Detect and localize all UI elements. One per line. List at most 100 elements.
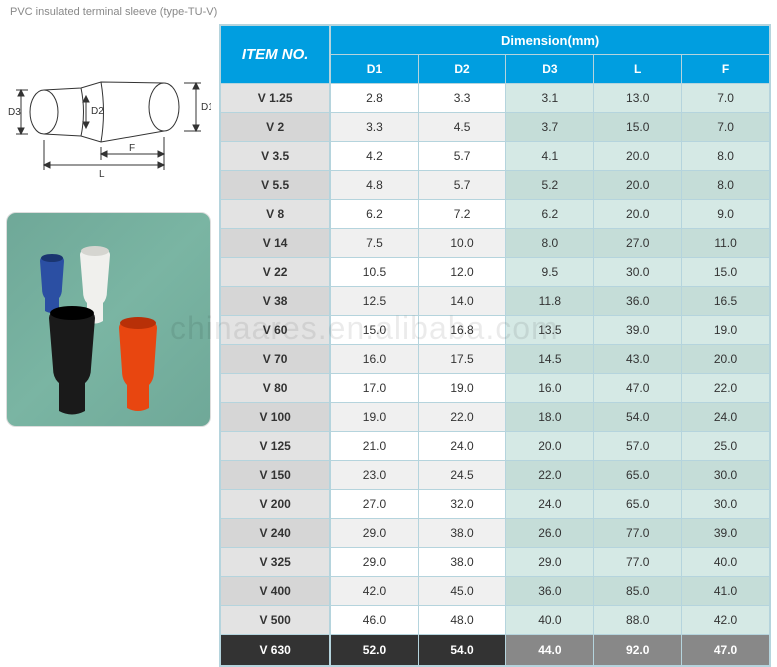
- table-row: V 20027.032.024.065.030.0: [221, 490, 770, 519]
- cell-item: V 3.5: [221, 142, 331, 171]
- cell-d3: 20.0: [506, 432, 594, 461]
- cell-d1: 3.3: [330, 113, 418, 142]
- cell-d3: 6.2: [506, 200, 594, 229]
- cell-item: V 60: [221, 316, 331, 345]
- cell-d2: 19.0: [418, 374, 506, 403]
- cell-l: 27.0: [594, 229, 682, 258]
- table-row: V 1.252.83.33.113.07.0: [221, 84, 770, 113]
- cell-item: V 500: [221, 606, 331, 635]
- cell-l: 85.0: [594, 577, 682, 606]
- cell-l: 77.0: [594, 548, 682, 577]
- cell-d1: 17.0: [330, 374, 418, 403]
- cell-d3: 22.0: [506, 461, 594, 490]
- table-row: V 2210.512.09.530.015.0: [221, 258, 770, 287]
- cell-f: 24.0: [682, 403, 770, 432]
- diagram-label-d3: D3: [8, 107, 21, 118]
- cell-d3: 26.0: [506, 519, 594, 548]
- cell-item: V 400: [221, 577, 331, 606]
- cell-l: 57.0: [594, 432, 682, 461]
- cell-l: 47.0: [594, 374, 682, 403]
- header-l: L: [594, 55, 682, 84]
- cell-d1: 15.0: [330, 316, 418, 345]
- cell-d1: 4.2: [330, 142, 418, 171]
- dimension-table: ITEM NO. Dimension(mm) D1 D2 D3 L F V 1.…: [219, 24, 771, 667]
- diagram-label-d2: D2: [91, 106, 104, 117]
- cell-d2: 54.0: [418, 635, 506, 666]
- cell-d3: 44.0: [506, 635, 594, 666]
- left-column: D1 D2 D3 L F: [6, 24, 211, 667]
- cell-f: 41.0: [682, 577, 770, 606]
- content-row: D1 D2 D3 L F: [0, 24, 777, 667]
- cell-l: 43.0: [594, 345, 682, 374]
- cell-d2: 16.8: [418, 316, 506, 345]
- cell-item: V 70: [221, 345, 331, 374]
- cell-d3: 24.0: [506, 490, 594, 519]
- cell-f: 30.0: [682, 461, 770, 490]
- sleeve-blue: [40, 254, 64, 313]
- cell-item: V 2: [221, 113, 331, 142]
- table-row: V 12521.024.020.057.025.0: [221, 432, 770, 461]
- cell-f: 25.0: [682, 432, 770, 461]
- cell-d2: 38.0: [418, 519, 506, 548]
- cell-item: V 1.25: [221, 84, 331, 113]
- table-row: V 86.27.26.220.09.0: [221, 200, 770, 229]
- cell-d3: 13.5: [506, 316, 594, 345]
- table-row: V 10019.022.018.054.024.0: [221, 403, 770, 432]
- cell-l: 88.0: [594, 606, 682, 635]
- cell-d3: 36.0: [506, 577, 594, 606]
- cell-f: 7.0: [682, 84, 770, 113]
- cell-d1: 19.0: [330, 403, 418, 432]
- cell-d1: 7.5: [330, 229, 418, 258]
- cell-l: 36.0: [594, 287, 682, 316]
- cell-d2: 14.0: [418, 287, 506, 316]
- cell-d3: 9.5: [506, 258, 594, 287]
- cell-d1: 12.5: [330, 287, 418, 316]
- cell-d2: 3.3: [418, 84, 506, 113]
- cell-d1: 2.8: [330, 84, 418, 113]
- table-row: V 5.54.85.75.220.08.0: [221, 171, 770, 200]
- sleeve-black: [49, 306, 95, 415]
- cell-l: 54.0: [594, 403, 682, 432]
- cell-item: V 630: [221, 635, 331, 666]
- header-f: F: [682, 55, 770, 84]
- header-d2: D2: [418, 55, 506, 84]
- cell-item: V 8: [221, 200, 331, 229]
- table-row: V 7016.017.514.543.020.0: [221, 345, 770, 374]
- product-photo: [6, 212, 211, 427]
- cell-d3: 18.0: [506, 403, 594, 432]
- cell-item: V 14: [221, 229, 331, 258]
- table-row: V 147.510.08.027.011.0: [221, 229, 770, 258]
- cell-l: 39.0: [594, 316, 682, 345]
- cell-d3: 11.8: [506, 287, 594, 316]
- table-row: V 63052.054.044.092.047.0: [221, 635, 770, 666]
- cell-l: 20.0: [594, 142, 682, 171]
- header-dimension: Dimension(mm): [330, 26, 769, 55]
- cell-item: V 38: [221, 287, 331, 316]
- cell-d3: 3.7: [506, 113, 594, 142]
- cell-d2: 10.0: [418, 229, 506, 258]
- cell-f: 47.0: [682, 635, 770, 666]
- cell-l: 65.0: [594, 461, 682, 490]
- table-row: V 50046.048.040.088.042.0: [221, 606, 770, 635]
- cell-item: V 100: [221, 403, 331, 432]
- cell-d2: 32.0: [418, 490, 506, 519]
- header-d3: D3: [506, 55, 594, 84]
- diagram-label-l: L: [99, 169, 105, 180]
- cell-d1: 6.2: [330, 200, 418, 229]
- cell-d3: 8.0: [506, 229, 594, 258]
- cell-l: 92.0: [594, 635, 682, 666]
- cell-f: 8.0: [682, 142, 770, 171]
- cell-l: 20.0: [594, 171, 682, 200]
- cell-f: 40.0: [682, 548, 770, 577]
- cell-l: 15.0: [594, 113, 682, 142]
- page-title: PVC insulated terminal sleeve (type-TU-V…: [0, 0, 777, 24]
- cell-f: 15.0: [682, 258, 770, 287]
- diagram-label-d1: D1: [201, 102, 211, 113]
- table-body: V 1.252.83.33.113.07.0V 23.34.53.715.07.…: [221, 84, 770, 666]
- cell-d3: 5.2: [506, 171, 594, 200]
- cell-d3: 16.0: [506, 374, 594, 403]
- cell-d2: 5.7: [418, 142, 506, 171]
- cell-d2: 12.0: [418, 258, 506, 287]
- cell-l: 20.0: [594, 200, 682, 229]
- cell-d2: 48.0: [418, 606, 506, 635]
